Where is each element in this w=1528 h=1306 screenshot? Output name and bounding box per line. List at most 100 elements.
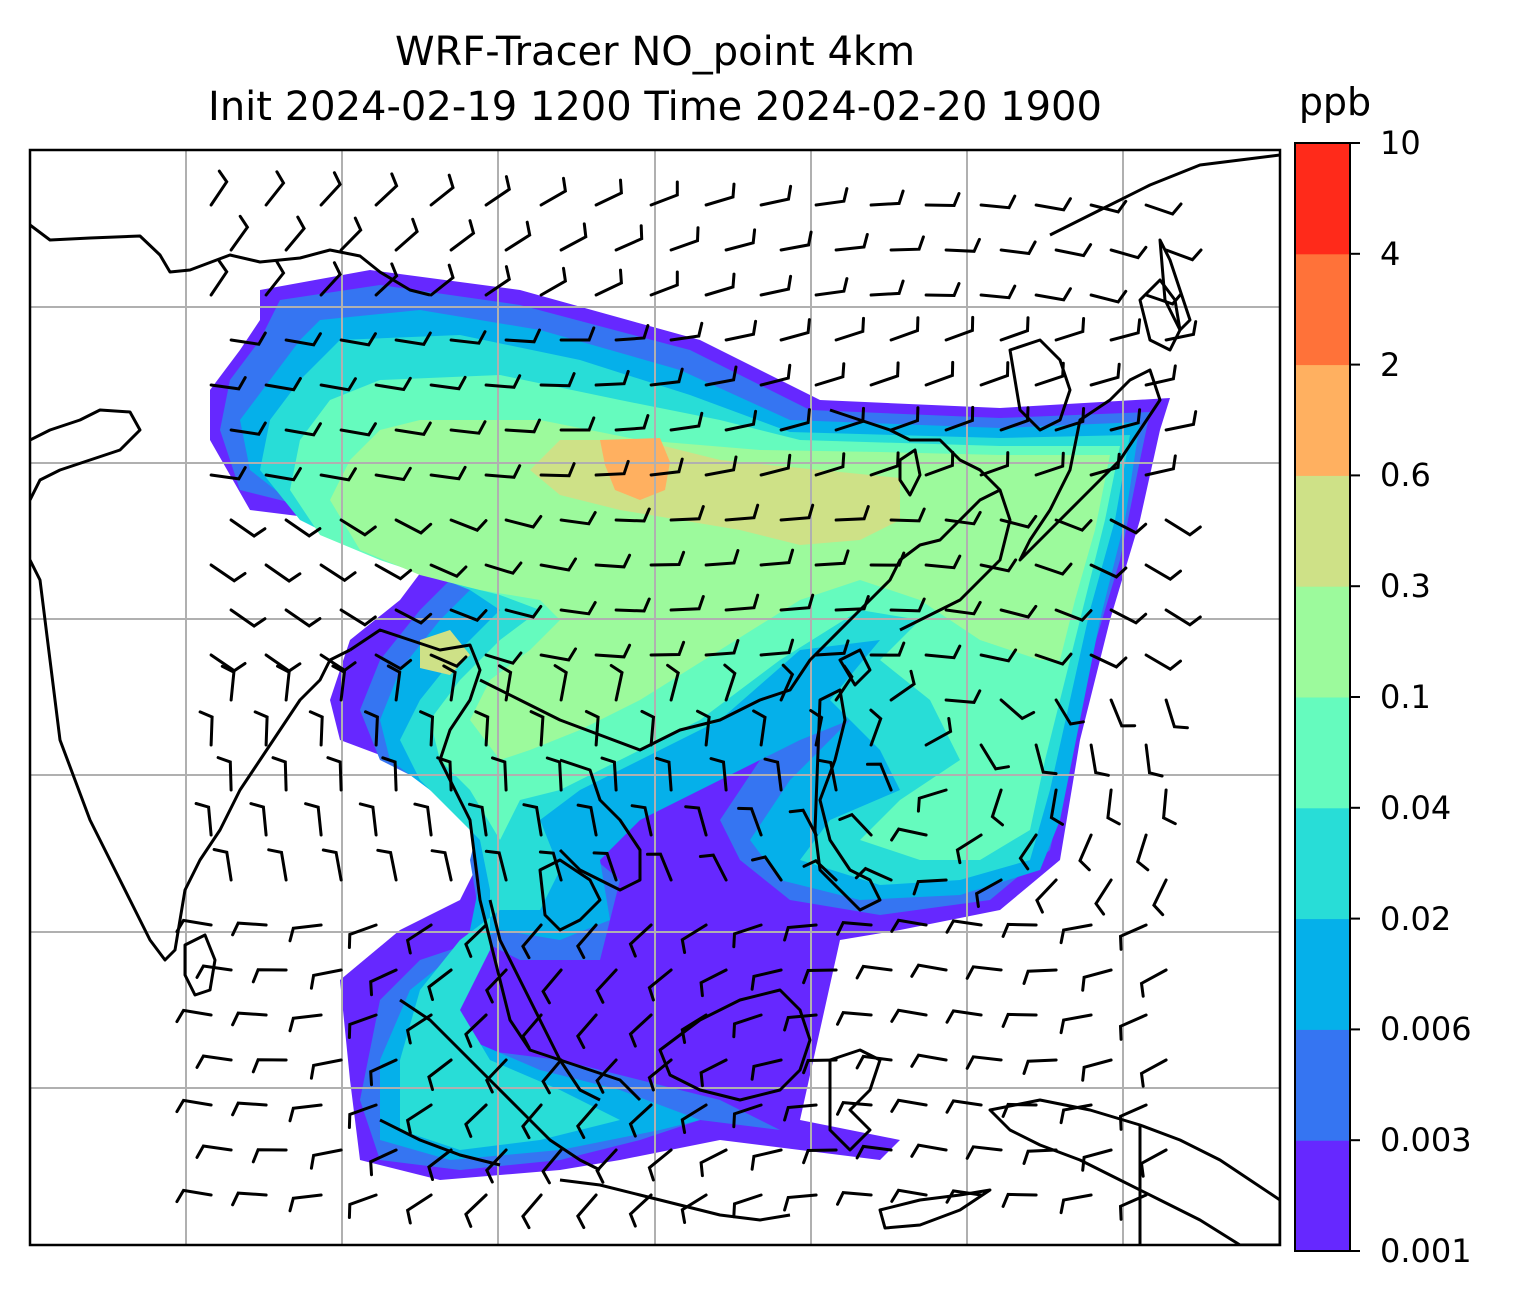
wind-barb [429,375,467,391]
wind-barb [1089,289,1128,304]
wind-barb [889,316,920,342]
wind-barb [889,406,920,432]
wind-barb [485,1058,508,1094]
wind-barb [484,561,523,575]
wind-barb [1118,923,1148,951]
wind-barb [944,405,975,432]
wind-barb [646,852,673,882]
wind-barb [522,803,543,837]
wind-barb [374,376,412,392]
wind-barb [965,1145,1003,1160]
wind-barb [319,563,357,583]
wind-barb [669,595,705,612]
wind-barb [649,270,679,297]
wind-barb [1034,197,1072,212]
wind-barb [910,1053,948,1068]
wind-barb [974,878,1003,908]
wind-barb [1139,968,1168,998]
wind-barb [704,639,740,657]
wind-barb [504,220,532,252]
wind-barb [386,664,402,702]
wind-barb [405,923,433,955]
colorbar-tick-label: 2 [1380,345,1401,384]
wind-barb [1054,407,1086,432]
wind-barb [999,240,1037,256]
wind-barb [836,1011,873,1026]
wind-barb [1144,743,1164,778]
wind-barb [484,265,511,297]
wind-barb [288,1103,323,1123]
wind-barb [1118,1193,1148,1221]
wind-barb [1109,245,1148,260]
wind-barb [680,1103,708,1134]
wind-barb [288,1013,323,1033]
wind-barb [763,757,783,792]
wind-barb [321,848,343,882]
wind-barb [231,1101,268,1117]
wind-barb [750,1058,783,1081]
coast-india [30,223,431,962]
wind-barb [251,1058,288,1074]
wind-barb [175,1008,213,1024]
wind-barb [788,808,818,837]
wind-barb [709,757,728,792]
wind-barb [999,316,1030,342]
wind-barb [669,321,704,342]
coast-bay-east [349,628,642,1102]
wind-barb [737,806,763,837]
wind-barb [945,1099,983,1114]
coast-timor [878,1188,992,1230]
wind-barb [229,214,250,252]
wind-barb [614,414,650,432]
colorbar-segment [1295,253,1350,366]
wind-barb [1081,1058,1113,1082]
wind-barb [647,968,673,1002]
wind-barb [1162,788,1177,826]
wind-barb [990,788,1004,827]
wind-barb [1054,518,1093,532]
wind-barb [474,710,490,747]
wind-barb [594,178,623,207]
wind-barb [628,923,653,958]
wind-barb [1152,878,1168,917]
wind-barb [429,653,468,668]
wind-barb [288,1193,323,1213]
wind-barb [485,968,508,1004]
colorbar-tick-label: 0.3 [1380,567,1431,606]
wind-barb [331,664,347,702]
wind-barb [666,663,680,702]
wind-barb [836,921,873,936]
wind-barb [628,1013,653,1048]
wind-barb [944,510,982,526]
wind-barb [1144,563,1182,582]
wind-barb [834,664,854,702]
wind-barb [723,663,737,702]
colorbar-tick-label: 0.1 [1380,678,1431,716]
wind-barb [284,422,322,437]
wind-barb [814,452,846,477]
wind-barb [696,709,711,747]
wind-barb [979,558,1018,573]
wind-barb [779,230,813,252]
wind-barb [1054,608,1093,622]
wind-barb [485,1148,508,1184]
wind-barb [347,1193,378,1219]
wind-barb [1034,743,1058,776]
wind-barb [504,515,543,529]
wind-barb [1035,878,1058,914]
wind-barb [369,968,398,997]
wind-barb [595,1058,618,1094]
wind-barb [284,608,322,628]
wind-barb [732,1013,763,1039]
wind-barb [889,669,916,702]
wind-barb [600,756,618,792]
wind-barb [750,968,783,991]
wind-barb [649,550,686,567]
wind-barb [429,263,455,297]
wind-barb [594,643,632,659]
wind-barb [924,717,953,747]
wind-barb [592,851,618,882]
wind-barb [559,416,596,432]
wind-barb [175,918,213,934]
